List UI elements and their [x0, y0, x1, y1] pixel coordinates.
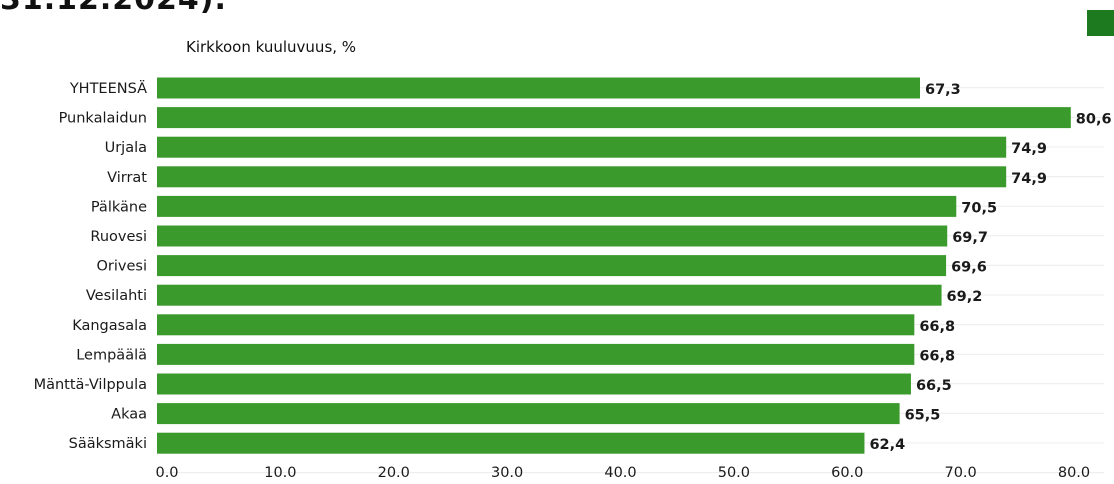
category-label: Orivesi [97, 259, 148, 275]
category-label: Ruovesi [90, 229, 147, 245]
value-label: 80,6 [1076, 112, 1112, 128]
labels-layer: YHTEENSÄ 67,3 Punkalaidun 80,6 Urjala 74,9 Vir… [34, 79, 1112, 453]
bar [157, 225, 948, 247]
x-tick-label: 80.0 [1058, 465, 1090, 481]
bar [157, 373, 911, 395]
value-label: 66,8 [919, 348, 955, 364]
category-label: Punkalaidun [59, 111, 147, 127]
category-label: YHTEENSÄ [69, 79, 147, 97]
bar [157, 77, 921, 99]
value-label: 74,9 [1011, 141, 1047, 157]
category-label: Pälkäne [91, 199, 147, 215]
category-label: Akaa [111, 407, 147, 423]
x-tick-label: 60.0 [831, 465, 863, 481]
category-label: Sääksmäki [69, 436, 147, 452]
x-tick-label: 0.0 [155, 465, 178, 481]
bar [157, 136, 1007, 158]
value-label: 74,9 [1011, 171, 1047, 187]
x-tick-label: 20.0 [378, 465, 410, 481]
x-tick-label: 70.0 [944, 465, 976, 481]
value-label: 66,8 [919, 319, 955, 335]
value-label: 70,5 [961, 200, 997, 216]
bar [157, 403, 900, 425]
bar [157, 255, 947, 277]
value-label: 66,5 [916, 378, 952, 394]
category-label: Mänttä-Vilppula [34, 377, 147, 393]
category-label: Kangasala [72, 318, 147, 334]
legend-swatch [1087, 10, 1114, 36]
x-tick-label: 50.0 [718, 465, 750, 481]
category-label: Lempäälä [76, 347, 147, 363]
bar [157, 107, 1071, 129]
bars-layer [157, 77, 1071, 454]
value-label: 69,2 [947, 289, 983, 305]
page-heading-fragment: 31.12.2024). [0, 0, 227, 17]
value-label: 65,5 [905, 408, 941, 424]
value-label: 69,7 [952, 230, 988, 246]
bar [157, 195, 957, 217]
bar [157, 432, 865, 454]
value-label: 67,3 [925, 82, 961, 98]
bar [157, 343, 915, 365]
category-label: Vesilahti [86, 288, 147, 304]
x-tick-label: 10.0 [264, 465, 296, 481]
category-label: Urjala [105, 140, 147, 156]
bar [157, 284, 942, 306]
category-label: Virrat [107, 170, 147, 186]
x-tick-label: 40.0 [604, 465, 636, 481]
bar [157, 314, 915, 336]
bar [157, 166, 1007, 188]
value-label: 62,4 [869, 437, 905, 453]
value-label: 69,6 [951, 260, 987, 276]
x-tick-label: 30.0 [491, 465, 523, 481]
ticks-layer: 0.0 10.0 20.0 30.0 40.0 50.0 60.0 70.0 80.0 [155, 465, 1090, 481]
chart-title: Kirkkoon kuuluvuus, % [186, 38, 357, 56]
